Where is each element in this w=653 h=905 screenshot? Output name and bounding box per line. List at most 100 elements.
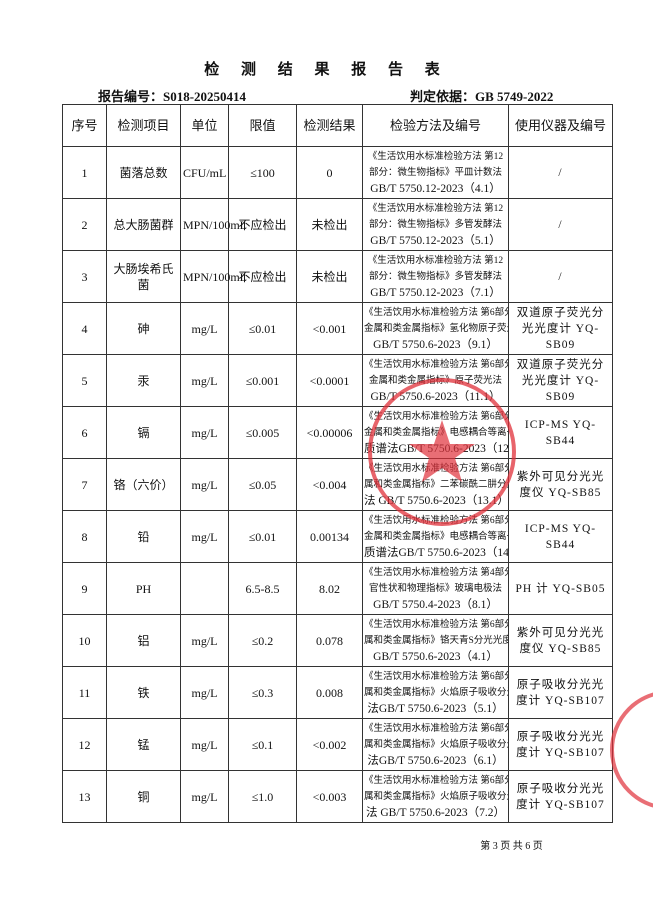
- method-line: 金属和类金属指标》电感耦合等离子体: [364, 427, 508, 438]
- unit: mg/L: [180, 666, 229, 719]
- row-number: 7: [62, 458, 107, 511]
- row-number: 6: [62, 406, 107, 459]
- test-result: 0.008: [296, 666, 363, 719]
- method-line: GB/T 5750.6-2023（9.1）: [373, 338, 498, 351]
- method-line: 官性状和物理指标》玻璃电极法: [368, 583, 502, 594]
- method-line: 金属和类金属指标》氢化物原子荧光法: [364, 323, 508, 334]
- limit-value: 6.5-8.5: [228, 562, 297, 615]
- test-item: 铁: [106, 666, 181, 719]
- method-line: 部分：微生物指标》多管发酵法: [368, 271, 502, 282]
- test-method: 《生活饮用水标准检验方法 第6部分: 金属和类金属指标》铬天青S分光光度法 GB/…: [362, 614, 509, 667]
- column-header: 序号: [62, 104, 107, 147]
- limit-value: ≤0.005: [228, 406, 297, 459]
- test-method: 《生活饮用水标准检验方法 第6部分: 金属和类金属指标》火焰原子吸收分光光度法G…: [362, 666, 509, 719]
- row-number: 10: [62, 614, 107, 667]
- method-line: 部分：微生物指标》多管发酵法: [368, 219, 502, 230]
- test-method: 《生活饮用水标准检验方法 第6部分: 金属和类金属指标》二苯碳酰二肼分光光度法 …: [362, 458, 509, 511]
- test-result: <0.0001: [296, 354, 363, 407]
- method-line: 金属和类金属指标》原子荧光法: [368, 375, 502, 386]
- method-line: 属和类金属指标》火焰原子吸收分光光度: [364, 791, 508, 802]
- test-result: 0.00134: [296, 510, 363, 563]
- test-result: 8.02: [296, 562, 363, 615]
- method-line: 《生活饮用水标准检验方法 第6部分: 金: [364, 619, 508, 630]
- page-footer: 第 3 页 共 6 页: [480, 841, 543, 852]
- column-header: 单位: [180, 104, 229, 147]
- test-method: 《生活饮用水标准检验方法 第6部分: 金属和类金属指标》电感耦合等离子体质谱法GB…: [362, 406, 509, 459]
- test-item: 大肠埃希氏菌: [106, 250, 181, 303]
- instrument: /: [508, 250, 613, 303]
- limit-value: 不应检出: [228, 250, 297, 303]
- method-line: 《生活饮用水标准检验方法 第6部分: 金: [364, 775, 508, 786]
- test-item: 铜: [106, 770, 181, 823]
- method-line: 《生活饮用水标准检验方法 第4部分: 感: [364, 567, 508, 578]
- test-method: 《生活饮用水标准检验方法 第6部分: 金属和类金属指标》火焰原子吸收分光光度法G…: [362, 718, 509, 771]
- table-header-row: 序号 检测项目 单位 限值 检测结果 检验方法及编号 使用仪器及编号: [62, 104, 613, 147]
- method-line: 《生活饮用水标准检验方法 第6部分: 金: [364, 463, 508, 474]
- limit-value: ≤0.2: [228, 614, 297, 667]
- test-item: 砷: [106, 302, 181, 355]
- instrument: /: [508, 146, 613, 199]
- method-line: 《生活饮用水标准检验方法 第12: [367, 151, 504, 162]
- report-number: 报告编号：S018-20250414: [98, 89, 247, 104]
- column-header: 检验方法及编号: [362, 104, 509, 147]
- row-number: 5: [62, 354, 107, 407]
- method-line: 质谱法GB/T 5750.6-2023（12.4）: [364, 442, 509, 455]
- unit: mg/L: [180, 458, 229, 511]
- unit: mg/L: [180, 718, 229, 771]
- method-line: 部分：微生物指标》平皿计数法: [368, 167, 502, 178]
- test-item: 铅: [106, 510, 181, 563]
- unit: MPN/100mL: [180, 250, 247, 303]
- method-line: 法GB/T 5750.6-2023（6.1）: [367, 754, 504, 767]
- instrument: 原子吸收分光光度计 YQ-SB107: [508, 666, 613, 719]
- method-line: 《生活饮用水标准检验方法 第6部分:: [364, 359, 509, 370]
- table-row: 5 汞 mg/L ≤0.001 <0.0001 《生活饮用水标准检验方法 第6部分: 金属和…: [62, 354, 613, 407]
- limit-value: ≤0.3: [228, 666, 297, 719]
- limit-value: ≤0.01: [228, 302, 297, 355]
- test-result: 0.078: [296, 614, 363, 667]
- limit-value: ≤0.001: [228, 354, 297, 407]
- table-row: 4 砷 mg/L ≤0.01 <0.001 《生活饮用水标准检验方法 第6部分: 金属和类金…: [62, 302, 613, 355]
- table-row: 3 大肠埃希氏菌 MPN/100mL 不应检出 未检出 《生活饮用水标准检验方法 第12 部…: [62, 250, 613, 303]
- page-title: 检 测 结 果 报 告 表: [204, 62, 449, 78]
- method-line: 属和类金属指标》火焰原子吸收分光光度: [364, 687, 508, 698]
- table-row: 9PH 6.5-8.58.02《生活饮用水标准检验方法 第4部分: 感官性状和物理…: [62, 562, 613, 615]
- instrument: 原子吸收分光光度计 YQ-SB107: [508, 718, 613, 771]
- row-number: 11: [62, 666, 107, 719]
- test-method: 《生活饮用水标准检验方法 第6部分: 金属和类金属指标》火焰原子吸收分光光度法 …: [362, 770, 509, 823]
- test-item: 镉: [106, 406, 181, 459]
- instrument: 紫外可见分光光度仪 YQ-SB85: [508, 614, 613, 667]
- test-item: 铬（六价）: [106, 458, 181, 511]
- judgement-basis: 判定依据：GB 5749-2022: [410, 89, 554, 104]
- test-method: 《生活饮用水标准检验方法 第12 部分：微生物指标》多管发酵法 GB/T 5750.…: [362, 198, 509, 251]
- test-item: 锰: [106, 718, 181, 771]
- test-result: <0.001: [296, 302, 363, 355]
- unit: mg/L: [180, 510, 229, 563]
- column-header: 检测结果: [296, 104, 363, 147]
- method-line: 属和类金属指标》二苯碳酰二肼分光光度: [364, 479, 508, 490]
- method-line: GB/T 5750.12-2023（4.1）: [370, 182, 501, 195]
- row-number: 9: [62, 562, 107, 615]
- instrument: ICP-MS YQ-SB44: [508, 406, 613, 459]
- unit: mg/L: [180, 302, 229, 355]
- test-result: <0.002: [296, 718, 363, 771]
- test-result: 未检出: [296, 250, 363, 303]
- method-line: GB/T 5750.12-2023（5.1）: [370, 234, 501, 247]
- test-item: PH: [106, 562, 181, 615]
- instrument: /: [508, 198, 613, 251]
- limit-value: ≤100: [228, 146, 297, 199]
- test-result: <0.003: [296, 770, 363, 823]
- unit: [180, 562, 229, 615]
- test-result: <0.00006: [296, 406, 363, 459]
- table-row: 2 总大肠菌群 MPN/100mL 不应检出 未检出 《生活饮用水标准检验方法 第12 部分…: [62, 198, 613, 251]
- limit-value: ≤0.01: [228, 510, 297, 563]
- test-method: 《生活饮用水标准检验方法 第6部分: 金属和类金属指标》原子荧光法 GB/T 575…: [362, 354, 509, 407]
- method-line: 法 GB/T 5750.6-2023（13.1）: [364, 494, 509, 507]
- limit-value: ≤0.1: [228, 718, 297, 771]
- unit: mg/L: [180, 614, 229, 667]
- table-row: 1 菌落总数 CFU/mL ≤100 0 《生活饮用水标准检验方法 第12 部分：微生物指标…: [62, 146, 613, 199]
- test-result: <0.004: [296, 458, 363, 511]
